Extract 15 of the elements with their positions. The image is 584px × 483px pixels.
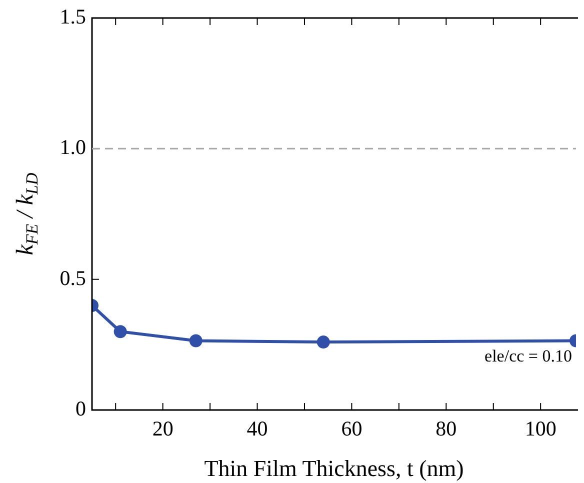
point bbox=[114, 325, 127, 338]
x-tick-label: 60 bbox=[341, 416, 362, 441]
x-tick-label: 40 bbox=[246, 416, 268, 441]
y-tick-label: 1.0 bbox=[60, 135, 86, 160]
x-axis-title: Thin Film Thickness, t (nm) bbox=[204, 456, 464, 482]
point bbox=[189, 334, 202, 348]
y-tick-label: 0.5 bbox=[60, 266, 86, 290]
point bbox=[316, 336, 330, 349]
x-tick-label: 20 bbox=[152, 416, 174, 441]
y-axis-title: kFE / kLD bbox=[12, 172, 42, 256]
y-tick-label: 1.5 bbox=[60, 4, 86, 29]
x-tick-label: 100 bbox=[524, 416, 556, 441]
x-tick-label: 80 bbox=[436, 416, 457, 441]
annotation: ele/cc = 0.10 bbox=[484, 346, 572, 366]
y-tick-label: 0 bbox=[76, 396, 86, 421]
